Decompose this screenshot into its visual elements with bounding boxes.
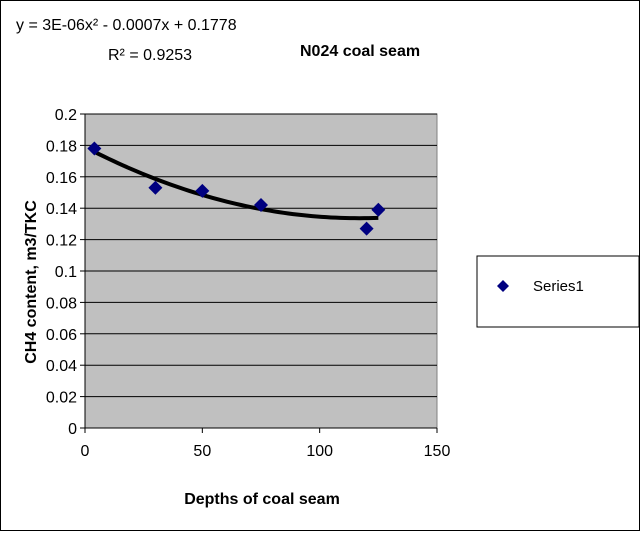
- data-point: [195, 183, 210, 198]
- data-point: [148, 180, 163, 195]
- y-tick-label: 0.16: [46, 170, 77, 187]
- y-tick-labels: 0 0.02 0.04 0.06 0.08 0.1 0.12 0.14 0.16 0.18 0.2: [46, 107, 77, 438]
- x-tick-label: 0: [81, 443, 90, 460]
- data-point: [254, 198, 268, 213]
- y-tick-label: 0: [68, 421, 77, 438]
- trendline: [93, 150, 379, 221]
- legend-marker-diamond-icon: [497, 280, 509, 292]
- x-tick-labels: 0 50 100 150: [81, 443, 451, 460]
- chart-title: N024 coal seam: [300, 43, 420, 60]
- y-tick-label: 0.12: [46, 233, 77, 250]
- x-tick-label: 150: [424, 443, 451, 460]
- data-point: [87, 141, 102, 156]
- x-tick-label: 50: [193, 443, 211, 460]
- y-axis-title: CH4 content, m3/TKC: [23, 200, 40, 364]
- x-axis-title: Depths of coal seam: [184, 491, 340, 508]
- legend-series-label: Series1: [533, 278, 584, 295]
- data-points: [87, 141, 386, 236]
- trendline-r2: R² = 0.9253: [108, 47, 192, 64]
- legend-box: [476, 255, 640, 328]
- y-tick-label: 0.18: [46, 138, 77, 155]
- x-tick-label: 100: [306, 443, 333, 460]
- axes: [84, 114, 438, 433]
- y-tick-label: 0.2: [55, 107, 77, 124]
- y-tick-label: 0.02: [46, 390, 77, 407]
- y-tick-label: 0.06: [46, 327, 77, 344]
- gridlines: [80, 113, 437, 429]
- data-point: [359, 221, 374, 236]
- y-tick-label: 0.04: [46, 358, 77, 375]
- legend: Series1: [476, 255, 640, 328]
- y-tick-label: 0.08: [46, 295, 77, 312]
- y-tick-label: 0.1: [55, 264, 77, 281]
- data-point: [371, 202, 386, 217]
- trendline-equation: y = 3E-06x² - 0.0007x + 0.1778: [16, 17, 237, 34]
- y-tick-label: 0.14: [46, 201, 77, 218]
